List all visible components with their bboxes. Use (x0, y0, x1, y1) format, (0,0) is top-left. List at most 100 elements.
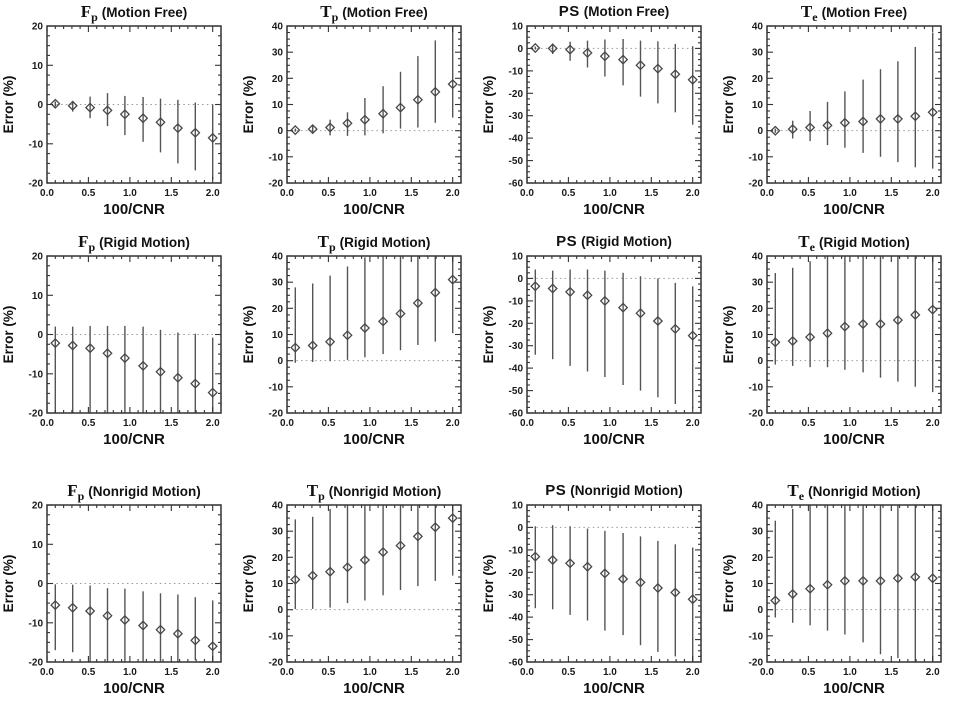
subplot-title: Te (Rigid Motion) (767, 232, 941, 257)
marker-diamond (564, 44, 576, 55)
x-tick-label: 1.5 (404, 418, 418, 429)
y-tick-label: 0 (277, 605, 283, 616)
subplot-ps-motion-free: PS (Motion Free) 0.0 0.5 1.0 1.5 2.0 -60 -50 -40… (480, 0, 720, 230)
param-subscript: p (328, 240, 336, 254)
marker-diamond (652, 582, 664, 594)
y-tick-label: -10 (29, 139, 44, 150)
marker-diamond (857, 116, 869, 127)
subplot-tp-rigid-motion: Tp (Rigid Motion) 0.0 0.5 1.0 1.5 2.0 -20 -10 0 1… (240, 230, 480, 465)
marker-diamond (430, 522, 441, 533)
subplot-title: Fp (Rigid Motion) (47, 232, 221, 257)
error-bar-chart: 0.0 0.5 1.0 1.5 2.0 -20 -10 0 10 20 30 40 100/CNR Err… (721, 501, 942, 697)
marker-diamond (652, 63, 664, 74)
marker-diamond (670, 69, 681, 80)
error-bar-chart: 0.0 0.5 1.0 1.5 2.0 -20 -10 0 10 20 100/CNR Error (… (1, 252, 222, 448)
subplot-tp-nonrigid-motion: Tp (Nonrigid Motion) 0.0 0.5 1.0 1.5 2.0 -20 -1… (240, 465, 480, 720)
x-tick-label: 0.0 (520, 188, 534, 199)
marker-diamond (582, 290, 593, 301)
marker-diamond (787, 335, 798, 347)
marker-diamond (430, 86, 441, 98)
y-tick-label: -20 (509, 319, 524, 330)
marker-diamond (839, 117, 851, 128)
x-tick-label: 2.0 (206, 188, 220, 199)
y-tick-label: 30 (272, 48, 284, 59)
marker-diamond (892, 573, 904, 584)
marker-diamond (787, 588, 798, 600)
marker-diamond (822, 328, 833, 339)
x-tick-label: 2.0 (686, 667, 700, 678)
y-tick-label: 10 (32, 540, 44, 551)
marker-diamond (599, 295, 611, 307)
y-tick-label: -50 (509, 156, 524, 167)
x-tick-label: 1.5 (884, 188, 898, 199)
y-tick-label: 20 (32, 252, 44, 263)
x-tick-label: 0.5 (81, 418, 95, 429)
marker-diamond (582, 47, 593, 59)
param-subscript: e (812, 10, 818, 24)
param-symbol: PS (558, 3, 580, 20)
x-tick-label: 2.0 (926, 667, 940, 678)
marker-diamond (395, 308, 406, 319)
error-bar-chart: 0.0 0.5 1.0 1.5 2.0 -20 -10 0 10 20 30 40 100/CNR Err… (241, 22, 462, 218)
marker-diamond (395, 540, 406, 551)
marker-diamond (307, 570, 318, 581)
y-axis-label: Error (%) (241, 306, 256, 364)
x-axis-label: 100/CNR (583, 680, 645, 697)
y-tick-label: -40 (509, 134, 524, 145)
condition-label: (Rigid Motion) (339, 235, 431, 250)
x-tick-label: 2.0 (686, 188, 700, 199)
y-tick-label: 30 (752, 48, 764, 59)
x-tick-label: 1.5 (164, 667, 178, 678)
y-tick-label: -20 (269, 179, 284, 190)
x-tick-label: 1.5 (884, 667, 898, 678)
marker-diamond (547, 283, 558, 294)
y-tick-label: 0 (37, 100, 43, 111)
marker-diamond (84, 343, 96, 354)
marker-diamond (377, 546, 389, 558)
y-axis-label: Error (%) (481, 306, 496, 364)
x-tick-label: 1.0 (603, 667, 617, 678)
y-tick-label: -20 (29, 658, 44, 669)
error-bar-chart: 0.0 0.5 1.0 1.5 2.0 -60 -50 -40 -30 -20 -10 0 10 100/… (481, 22, 702, 218)
marker-diamond (359, 322, 371, 334)
x-tick-label: 2.0 (926, 188, 940, 199)
marker-diamond (412, 94, 424, 105)
y-tick-label: 10 (752, 100, 764, 111)
y-tick-label: 20 (32, 22, 44, 33)
y-axis-label: Error (%) (721, 76, 736, 134)
marker-diamond (804, 122, 816, 133)
x-tick-label: 0.5 (561, 418, 575, 429)
marker-diamond (155, 117, 166, 128)
y-tick-label: 10 (32, 61, 44, 72)
marker-diamond (190, 378, 201, 389)
y-tick-label: -10 (269, 382, 284, 393)
x-tick-label: 0.0 (40, 667, 54, 678)
y-tick-label: 0 (277, 126, 283, 137)
x-axis-label: 100/CNR (823, 431, 885, 448)
y-axis-label: Error (%) (721, 306, 736, 364)
marker-diamond (822, 579, 833, 590)
marker-diamond (137, 620, 149, 631)
marker-diamond (447, 512, 458, 524)
y-tick-label: 10 (512, 22, 524, 33)
marker-diamond (857, 318, 869, 330)
marker-diamond (207, 387, 218, 398)
marker-diamond (839, 575, 851, 587)
y-tick-label: -20 (29, 179, 44, 190)
param-subscript: e (809, 240, 815, 254)
x-axis-label: 100/CNR (583, 431, 645, 448)
subplot-title: Fp (Nonrigid Motion) (47, 481, 221, 506)
y-tick-label: 10 (512, 252, 524, 263)
y-tick-label: 10 (272, 330, 284, 341)
y-tick-label: -20 (269, 658, 284, 669)
marker-diamond (582, 561, 593, 572)
y-tick-label: -20 (749, 658, 764, 669)
x-tick-label: 0.5 (81, 667, 95, 678)
condition-label: (Rigid Motion) (818, 235, 910, 250)
param-symbol: PS (545, 482, 567, 499)
x-tick-label: 0.0 (520, 418, 534, 429)
x-tick-label: 0.0 (760, 667, 774, 678)
marker-diamond (652, 315, 664, 327)
marker-diamond (67, 602, 78, 613)
